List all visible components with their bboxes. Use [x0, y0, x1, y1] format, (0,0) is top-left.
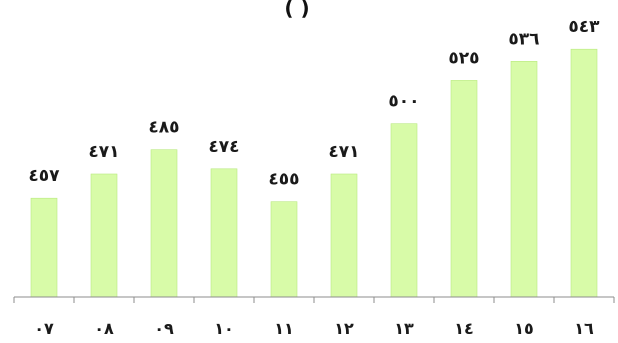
category-label-5: ١١	[274, 319, 294, 338]
value-label-6: ٤٧١	[328, 142, 359, 162]
category-label-1: ٠٧	[34, 319, 54, 338]
bar-7	[390, 123, 418, 298]
bar-2	[90, 173, 118, 298]
category-label-2: ٠٨	[94, 319, 114, 338]
bar-6	[330, 173, 358, 298]
category-label-9: ١٥	[514, 319, 534, 338]
category-label-8: ١٤	[454, 319, 474, 338]
value-label-4: ٤٧٤	[208, 137, 239, 157]
value-label-7: ٥٠٠	[388, 92, 419, 112]
bar-1	[30, 197, 58, 298]
category-label-7: ١٣	[394, 319, 414, 338]
value-label-1: ٤٥٧	[28, 166, 60, 186]
category-label-3: ٠٩	[154, 319, 174, 338]
value-label-8: ٥٢٥	[448, 48, 479, 68]
bar-4	[210, 168, 238, 298]
category-label-6: ١٢	[334, 319, 354, 338]
category-label-4: ١٠	[214, 319, 234, 338]
value-labels-group: ٤٥٧ ٤٧١ ٤٨٥ ٤٧٤ ٤٥٥ ٤٧١ ٥٠٠ ٥٢٥ ٥٣٦ ٥٤٣	[28, 17, 600, 190]
value-label-5: ٤٥٥	[268, 170, 299, 190]
bar-9	[510, 60, 538, 298]
bar-10	[570, 48, 598, 298]
category-labels-group: ٠٧ ٠٨ ٠٩ ١٠ ١١ ١٢ ١٣ ١٤ ١٥ ١٦	[34, 319, 594, 338]
chart-title: ( )	[284, 0, 309, 20]
category-label-10: ١٦	[574, 319, 594, 338]
bar-5	[270, 201, 298, 298]
bar-3	[150, 149, 178, 298]
value-label-2: ٤٧١	[88, 142, 119, 162]
bars-group	[30, 48, 598, 298]
value-label-3: ٤٨٥	[148, 118, 179, 138]
bar-8	[450, 80, 478, 298]
value-label-10: ٥٤٣	[568, 17, 600, 37]
value-label-9: ٥٣٦	[508, 29, 539, 49]
x-axis	[13, 296, 615, 303]
